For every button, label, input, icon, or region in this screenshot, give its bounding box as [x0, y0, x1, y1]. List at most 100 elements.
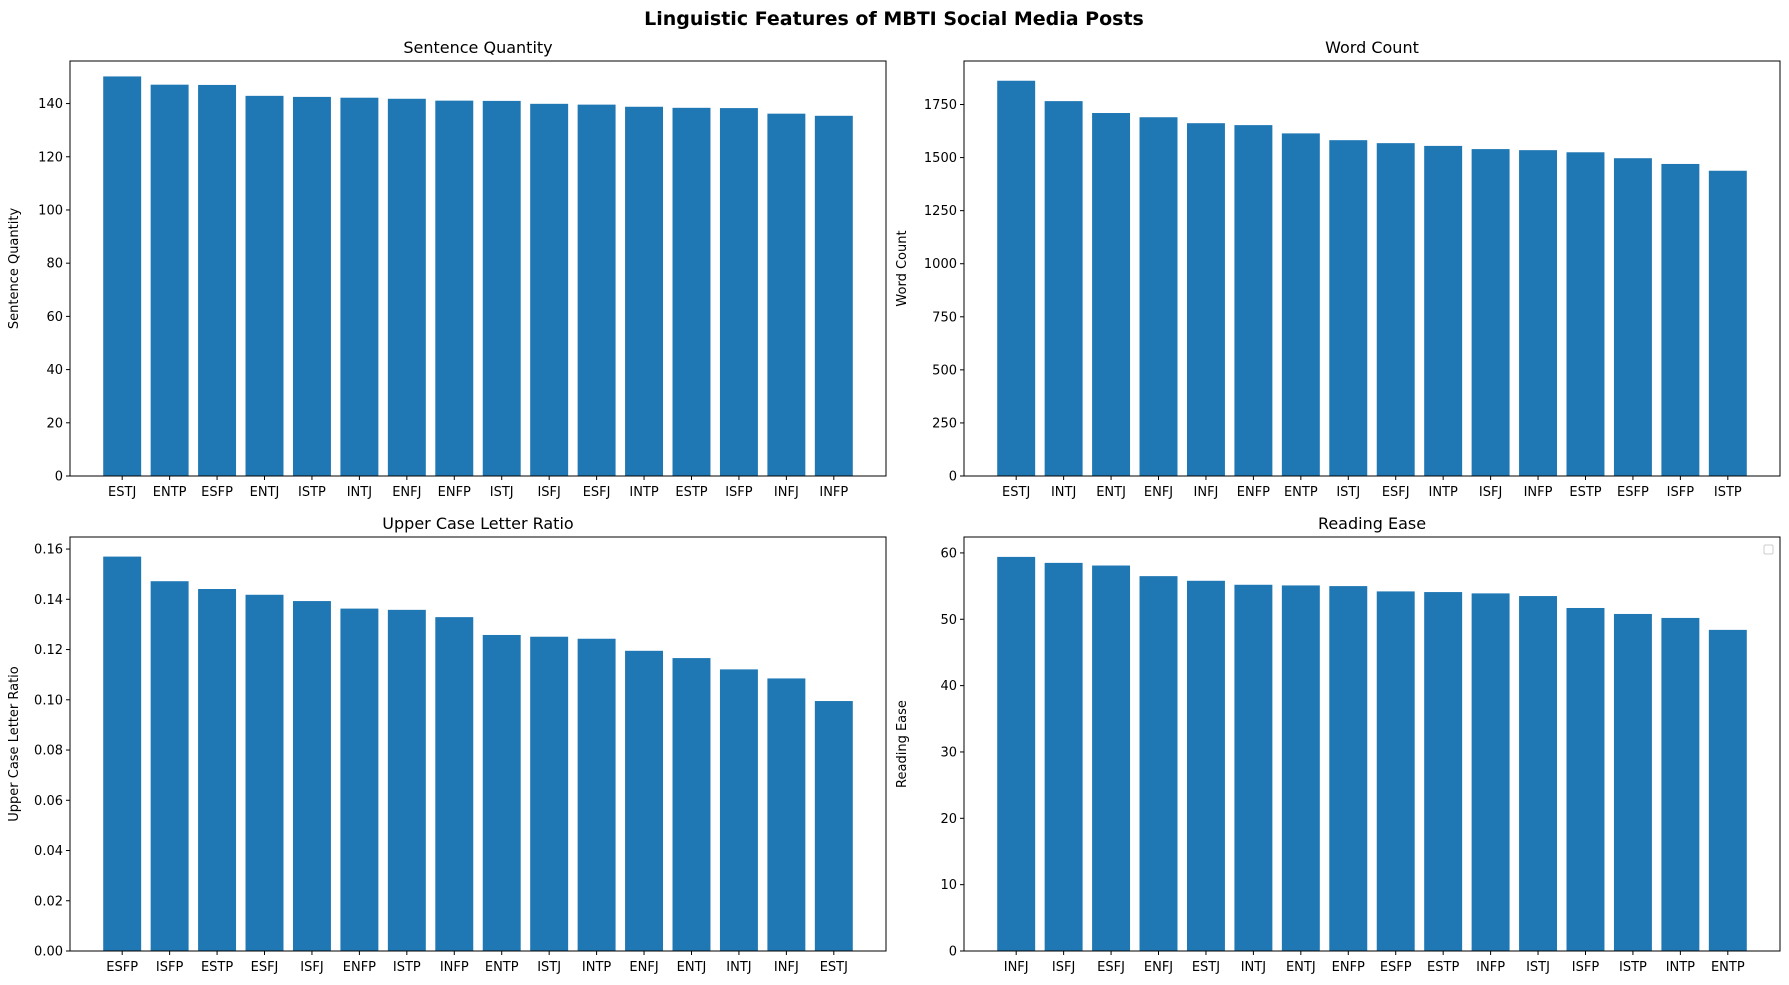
- y-tick-label: 1250: [924, 204, 957, 219]
- y-tick-label: 500: [932, 363, 957, 378]
- bar-esfp: [1376, 591, 1415, 951]
- bar-estp: [198, 589, 237, 951]
- bar-enfp: [1234, 125, 1273, 477]
- y-tick-label: 20: [46, 416, 63, 431]
- bar-istj: [1519, 596, 1558, 951]
- bar-istp: [1613, 613, 1652, 951]
- x-tick-label: ISTP: [1714, 485, 1742, 500]
- bar-entp: [482, 634, 521, 951]
- bar-enfj: [387, 98, 426, 476]
- y-tick-label: 20: [940, 812, 957, 827]
- x-tick-label: ESTJ: [1002, 485, 1030, 500]
- bar-intj: [719, 669, 758, 951]
- bar-isfj: [1471, 149, 1510, 476]
- x-tick-label: INTJ: [1051, 485, 1076, 500]
- bar-isfj: [292, 601, 331, 951]
- bar-istj: [1329, 140, 1368, 476]
- x-tick-label: INFP: [1524, 485, 1553, 500]
- y-tick-label: 60: [940, 546, 957, 561]
- x-tick-label: ESFP: [1380, 960, 1412, 975]
- x-tick-label: INTP: [582, 960, 611, 975]
- bar-infp: [814, 115, 853, 477]
- bar-infp: [435, 617, 474, 951]
- bar-istj: [482, 100, 521, 477]
- y-tick-label: 1500: [924, 151, 957, 166]
- x-tick-label: ESTJ: [1192, 960, 1220, 975]
- x-tick-label: ENTP: [153, 485, 187, 500]
- y-tick-label: 40: [46, 363, 63, 378]
- x-tick-label: ENFP: [343, 960, 376, 975]
- y-axis-label: Word Count: [895, 230, 910, 306]
- x-tick-label: ISTJ: [537, 960, 561, 975]
- x-tick-label: ENTJ: [1286, 960, 1316, 975]
- x-tick-label: ENTP: [485, 960, 519, 975]
- y-tick-label: 80: [46, 257, 63, 272]
- y-axis-label: Sentence Quantity: [7, 208, 22, 330]
- bar-isfp: [150, 581, 189, 951]
- bar-istp: [1708, 170, 1747, 476]
- y-tick-label: 10: [940, 878, 957, 893]
- bar-enfp: [435, 100, 474, 476]
- x-tick-label: ESTJ: [108, 485, 136, 500]
- y-tick-label: 120: [38, 150, 63, 165]
- y-tick-label: 0.16: [34, 543, 63, 558]
- bar-estp: [1566, 152, 1605, 476]
- x-tick-label: ISFP: [725, 485, 753, 500]
- x-tick-label: INFJ: [774, 960, 799, 975]
- x-tick-label: ENTP: [1711, 960, 1745, 975]
- x-tick-label: ISTP: [298, 485, 326, 500]
- bar-infp: [1519, 150, 1558, 476]
- subplots-container: ESTJ ENTP ESFP ENTJ ISTP INTJ ENFJ ENFP ISTJ ISFJ…: [7, 38, 1781, 975]
- y-tick-label: 0.02: [34, 894, 63, 909]
- y-axis-label: Upper Case Letter Ratio: [7, 666, 22, 822]
- bar-esfj: [577, 104, 616, 476]
- bar-infj: [767, 113, 806, 477]
- subplot-title: Sentence Quantity: [403, 38, 552, 57]
- bar-istp: [387, 609, 426, 951]
- subplot-2: ESTJ INTJ ENTJ ENFJ INFJ ENFP ENTP ISTJ ESFJ INTP…: [895, 38, 1781, 500]
- y-tick-label: 0.04: [34, 844, 63, 859]
- bar-isfp: [1566, 607, 1605, 951]
- bar-entj: [1092, 113, 1131, 476]
- x-tick-label: ENFJ: [1144, 960, 1173, 975]
- x-tick-label: INTJ: [726, 960, 751, 975]
- x-tick-label: ISTJ: [1336, 485, 1360, 500]
- x-tick-label: ENFJ: [392, 485, 421, 500]
- x-tick-label: ENTJ: [1096, 485, 1126, 500]
- x-tick-label: ESTJ: [820, 960, 848, 975]
- bar-esfj: [1376, 143, 1415, 476]
- bar-entj: [672, 658, 711, 951]
- y-tick-label: 750: [932, 310, 957, 325]
- x-tick-label: ENTJ: [677, 960, 707, 975]
- x-tick-label: INTP: [629, 485, 658, 500]
- bar-entp: [1708, 629, 1747, 951]
- bar-intj: [1234, 584, 1273, 951]
- x-tick-label: ESFJ: [251, 960, 279, 975]
- bar-infj: [1186, 123, 1225, 476]
- x-tick-label: ENFJ: [629, 960, 658, 975]
- bar-intp: [1424, 145, 1463, 476]
- y-tick-label: 0: [949, 470, 957, 485]
- bar-istj: [530, 636, 569, 951]
- y-tick-label: 1000: [924, 257, 957, 272]
- y-tick-label: 0.10: [34, 693, 63, 708]
- subplot-4: INFJ ISFJ ESFJ ENFJ ESTJ INTJ ENTJ ENFP ESFP ESTP…: [895, 514, 1781, 975]
- bar-intp: [625, 106, 664, 476]
- x-tick-label: ESFJ: [583, 485, 611, 500]
- x-tick-label: INTP: [1428, 485, 1457, 500]
- x-tick-label: ISFJ: [537, 485, 560, 500]
- bar-estj: [814, 701, 853, 951]
- x-tick-label: INFJ: [774, 485, 799, 500]
- bar-entp: [1281, 133, 1320, 476]
- y-tick-label: 140: [38, 97, 63, 112]
- x-tick-label: INTP: [1666, 960, 1695, 975]
- bar-intp: [577, 638, 616, 951]
- x-tick-label: ISFJ: [1479, 485, 1502, 500]
- x-tick-label: ENFJ: [1144, 485, 1173, 500]
- bar-estj: [997, 80, 1036, 477]
- bar-isfj: [1044, 562, 1083, 952]
- bar-enfj: [1139, 117, 1178, 476]
- x-tick-label: INFP: [819, 485, 848, 500]
- x-tick-label: INFP: [440, 960, 469, 975]
